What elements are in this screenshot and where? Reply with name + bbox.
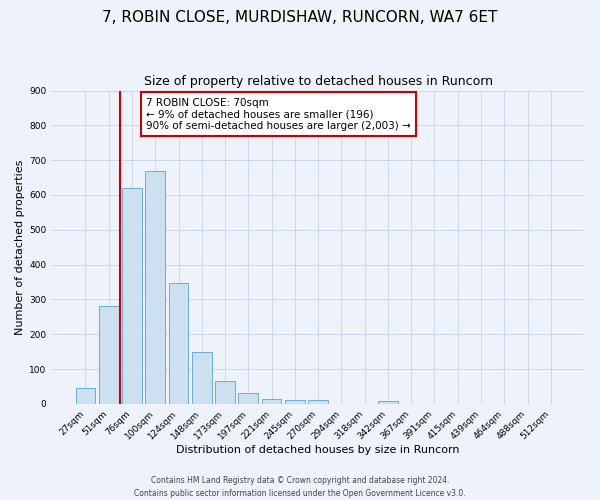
Bar — [122, 188, 142, 404]
Bar — [378, 401, 398, 404]
Bar — [169, 282, 188, 404]
Bar — [238, 392, 258, 404]
Bar — [192, 352, 212, 404]
Y-axis label: Number of detached properties: Number of detached properties — [15, 160, 25, 335]
Title: Size of property relative to detached houses in Runcorn: Size of property relative to detached ho… — [143, 75, 493, 88]
X-axis label: Distribution of detached houses by size in Runcorn: Distribution of detached houses by size … — [176, 445, 460, 455]
Text: 7, ROBIN CLOSE, MURDISHAW, RUNCORN, WA7 6ET: 7, ROBIN CLOSE, MURDISHAW, RUNCORN, WA7 … — [103, 10, 497, 25]
Text: Contains HM Land Registry data © Crown copyright and database right 2024.
Contai: Contains HM Land Registry data © Crown c… — [134, 476, 466, 498]
Bar — [99, 306, 119, 404]
Bar — [145, 170, 165, 404]
Bar — [215, 382, 235, 404]
Text: 7 ROBIN CLOSE: 70sqm
← 9% of detached houses are smaller (196)
90% of semi-detac: 7 ROBIN CLOSE: 70sqm ← 9% of detached ho… — [146, 98, 410, 130]
Bar — [285, 400, 305, 404]
Bar — [262, 398, 281, 404]
Bar — [308, 400, 328, 404]
Bar — [76, 388, 95, 404]
